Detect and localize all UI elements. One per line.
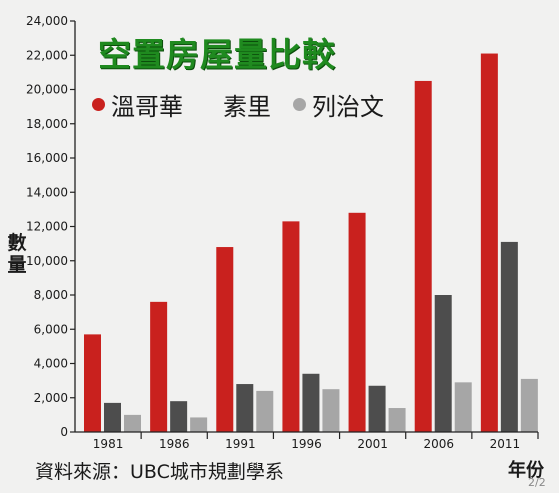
- bar-richmond-2001: [388, 408, 406, 432]
- bar-vancouver-2001: [348, 212, 366, 432]
- x-tick-label: 2011: [490, 437, 521, 451]
- bar-surrey-1986: [170, 401, 188, 432]
- legend: 溫哥華 素里 列治文: [92, 87, 406, 122]
- y-axis: 0 2,000 4,000 6,000 8,000 10,000 12,000 14,000 1…: [26, 14, 76, 439]
- x-tick-label: 2006: [424, 437, 455, 451]
- bar-vancouver-2011: [480, 53, 498, 432]
- bar-vancouver-2006: [414, 80, 432, 432]
- bar-surrey-2011: [500, 241, 518, 432]
- x-tick-label: 1986: [159, 437, 190, 451]
- bar-surrey-1996: [302, 373, 320, 432]
- legend-item-richmond: 列治文: [293, 87, 384, 122]
- source-note: 資料來源：UBC城市規劃學系: [35, 461, 284, 483]
- bar-vancouver-1986: [150, 301, 168, 432]
- chart-title: 空置房屋量比較: [98, 35, 336, 74]
- bar-vancouver-1996: [282, 221, 300, 432]
- bar-vancouver-1981: [84, 334, 101, 432]
- y-tick-label: 14,000: [26, 185, 68, 199]
- y-tick-label: 16,000: [26, 151, 68, 165]
- bar-vancouver-1991: [216, 247, 234, 432]
- bar-richmond-1991: [256, 390, 274, 432]
- legend-item-surrey: 素里: [223, 87, 271, 122]
- y-tick-label: 24,000: [26, 14, 68, 28]
- bar-richmond-2011: [520, 378, 538, 432]
- y-tick-label: 0: [60, 425, 68, 439]
- bar-surrey-1991: [236, 384, 254, 432]
- x-tick-label: 1981: [93, 437, 124, 451]
- legend-label-vancouver: 溫哥華: [111, 92, 183, 121]
- y-tick-label: 18,000: [26, 117, 68, 131]
- y-tick-label: 6,000: [34, 322, 68, 336]
- page-indicator: 2/2: [528, 476, 546, 489]
- legend-dot-richmond: [293, 97, 306, 111]
- y-tick-label: 8,000: [34, 288, 68, 302]
- bar-surrey-2006: [434, 295, 452, 432]
- bar-surrey-1981: [104, 402, 121, 432]
- y-tick-label: 10,000: [26, 254, 68, 268]
- bar-richmond-1986: [190, 417, 208, 432]
- x-axis-label: 年份: [508, 460, 544, 481]
- bar-richmond-1996: [322, 389, 340, 432]
- x-tick-label: 1996: [291, 437, 322, 451]
- y-axis-label: 數量: [7, 232, 27, 276]
- x-axis: 1981 1986 1991 1996 2001 2006 2011: [75, 431, 539, 451]
- x-tick-label: 1991: [225, 437, 256, 451]
- bar-surrey-2001: [368, 385, 386, 432]
- bars: [84, 53, 538, 432]
- legend-dot-vancouver: [92, 97, 105, 111]
- bar-richmond-1981: [124, 414, 141, 432]
- legend-label-richmond: 列治文: [312, 92, 384, 121]
- legend-label-surrey: 素里: [223, 92, 271, 121]
- y-tick-label: 12,000: [26, 220, 68, 234]
- legend-item-vancouver: 溫哥華: [92, 87, 183, 122]
- y-tick-label: 4,000: [34, 357, 68, 371]
- y-tick-label: 20,000: [26, 83, 68, 97]
- bar-richmond-2006: [454, 382, 472, 432]
- y-tick-label: 2,000: [34, 391, 68, 405]
- x-tick-label: 2001: [357, 437, 388, 451]
- y-tick-label: 22,000: [26, 48, 68, 62]
